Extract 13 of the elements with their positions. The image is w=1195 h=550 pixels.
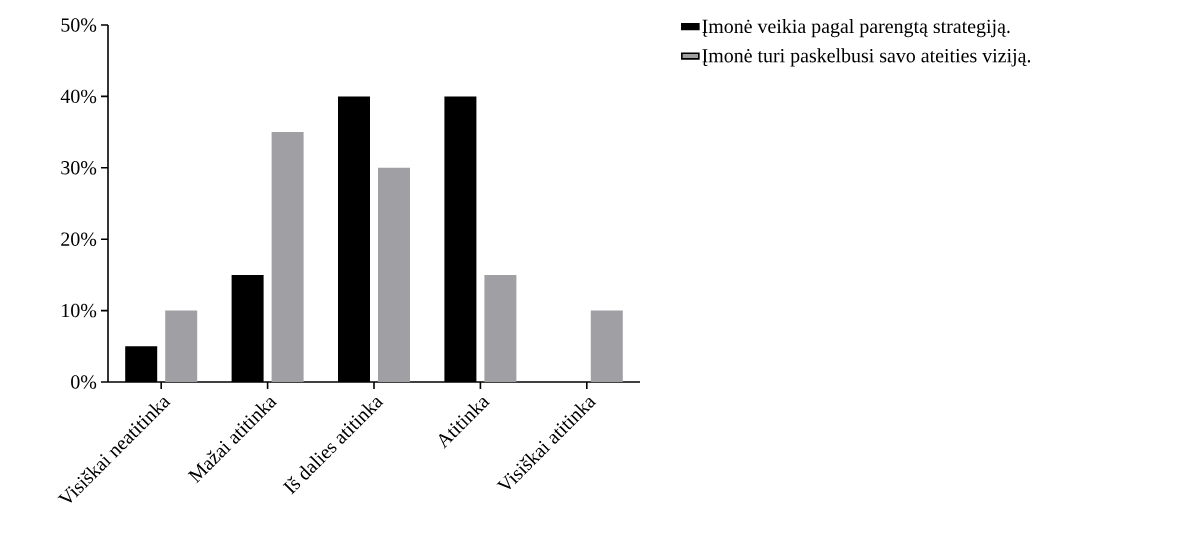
bar — [378, 167, 410, 382]
legend-label: Įmonė turi paskelbusi savo ateities viziją. — [702, 48, 1031, 67]
y-tick-label: 30% — [61, 161, 97, 175]
y-tick-label: 0% — [71, 375, 97, 389]
legend-label: Įmonė veikia pagal parengtą strategiją. — [702, 19, 1010, 38]
y-tick-label: 20% — [61, 232, 97, 246]
bar — [484, 274, 517, 382]
bar — [165, 310, 198, 382]
bar — [590, 310, 623, 382]
y-tick-label: 50% — [61, 18, 97, 32]
bar — [271, 132, 304, 382]
y-tick-label: 40% — [60, 89, 97, 104]
y-tick-label: 10% — [62, 303, 97, 318]
